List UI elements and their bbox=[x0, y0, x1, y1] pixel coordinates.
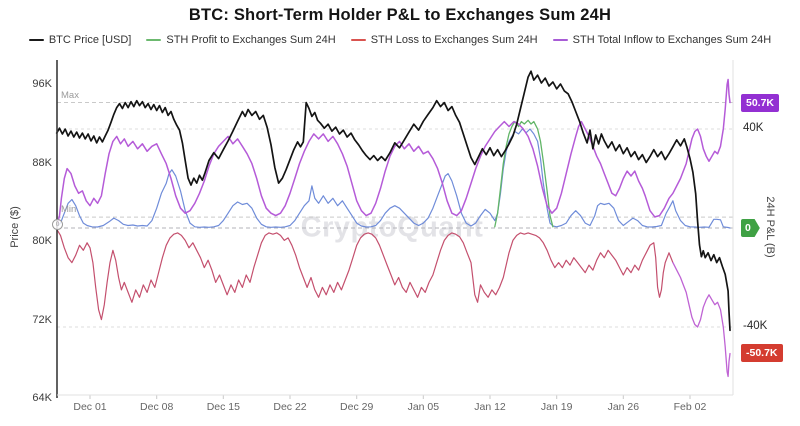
series-sth-profit-peak-line bbox=[494, 119, 554, 228]
date-tick-label: Jan 12 bbox=[474, 401, 506, 413]
right-axis-title: 24H P&L (B) bbox=[764, 196, 776, 258]
badge-total-inflow-last-value: 50.7K bbox=[741, 93, 780, 112]
min-line-label: Min bbox=[61, 204, 77, 216]
badge-profit-last-value: 0 bbox=[741, 219, 760, 237]
badge-loss-last-value: -50.7K bbox=[741, 344, 783, 363]
date-tick-label: Dec 22 bbox=[273, 401, 307, 413]
legend-label: BTC Price [USD] bbox=[48, 34, 132, 46]
date-tick-label: Jan 05 bbox=[407, 401, 440, 413]
series-btc-price-line bbox=[55, 70, 731, 332]
pnl-tick-label: -40K bbox=[743, 320, 768, 332]
legend-item-sth-loss[interactable]: STH Loss to Exchanges Sum 24H bbox=[350, 34, 538, 46]
legend-item-btc-price[interactable]: BTC Price [USD] bbox=[28, 34, 132, 46]
legend-item-sth-total-inflow[interactable]: STH Total Inflow to Exchanges Sum 24H bbox=[552, 34, 772, 46]
price-tick-label: 88K bbox=[32, 156, 52, 169]
legend-label: STH Total Inflow to Exchanges Sum 24H bbox=[572, 34, 772, 46]
series-sth-total-inflow-line bbox=[55, 78, 731, 228]
series-sth-profit-line bbox=[56, 128, 731, 229]
legend-label: STH Loss to Exchanges Sum 24H bbox=[370, 34, 538, 46]
series-sth-total-inflow-mirror-line bbox=[672, 261, 731, 378]
legend-color-dash-icon bbox=[552, 39, 568, 41]
date-tick-label: Feb 02 bbox=[673, 401, 707, 413]
date-tick-label: Dec 29 bbox=[340, 401, 374, 413]
chart-title: BTC: Short-Term Holder P&L to Exchanges … bbox=[188, 6, 612, 24]
date-tick-label: Dec 15 bbox=[206, 401, 240, 413]
plot-area[interactable] bbox=[57, 60, 733, 395]
legend-item-sth-profit[interactable]: STH Profit to Exchanges Sum 24H bbox=[146, 34, 336, 46]
date-tick-label: Jan 26 bbox=[607, 401, 640, 413]
chart-legend: BTC Price [USD] STH Profit to Exchanges … bbox=[0, 34, 800, 46]
legend-label: STH Profit to Exchanges Sum 24H bbox=[166, 34, 336, 46]
zero-axis-marker: 0 bbox=[52, 219, 63, 230]
pnl-tick-label: 40K bbox=[743, 122, 764, 134]
date-tick-label: Dec 01 bbox=[73, 401, 107, 413]
legend-color-dash-icon bbox=[28, 39, 44, 41]
legend-color-dash-icon bbox=[146, 39, 162, 41]
date-tick-label: Dec 08 bbox=[140, 401, 174, 413]
date-tick-label: Jan 19 bbox=[540, 401, 573, 413]
legend-color-dash-icon bbox=[350, 39, 366, 41]
price-tick-label: 80K bbox=[32, 235, 52, 247]
price-tick-label: 96K bbox=[32, 78, 52, 90]
price-tick-label: 64K bbox=[32, 392, 52, 404]
price-tick-label: 72K bbox=[32, 313, 52, 326]
max-line-label: Max bbox=[61, 89, 79, 101]
series-sth-loss-line bbox=[56, 228, 674, 321]
